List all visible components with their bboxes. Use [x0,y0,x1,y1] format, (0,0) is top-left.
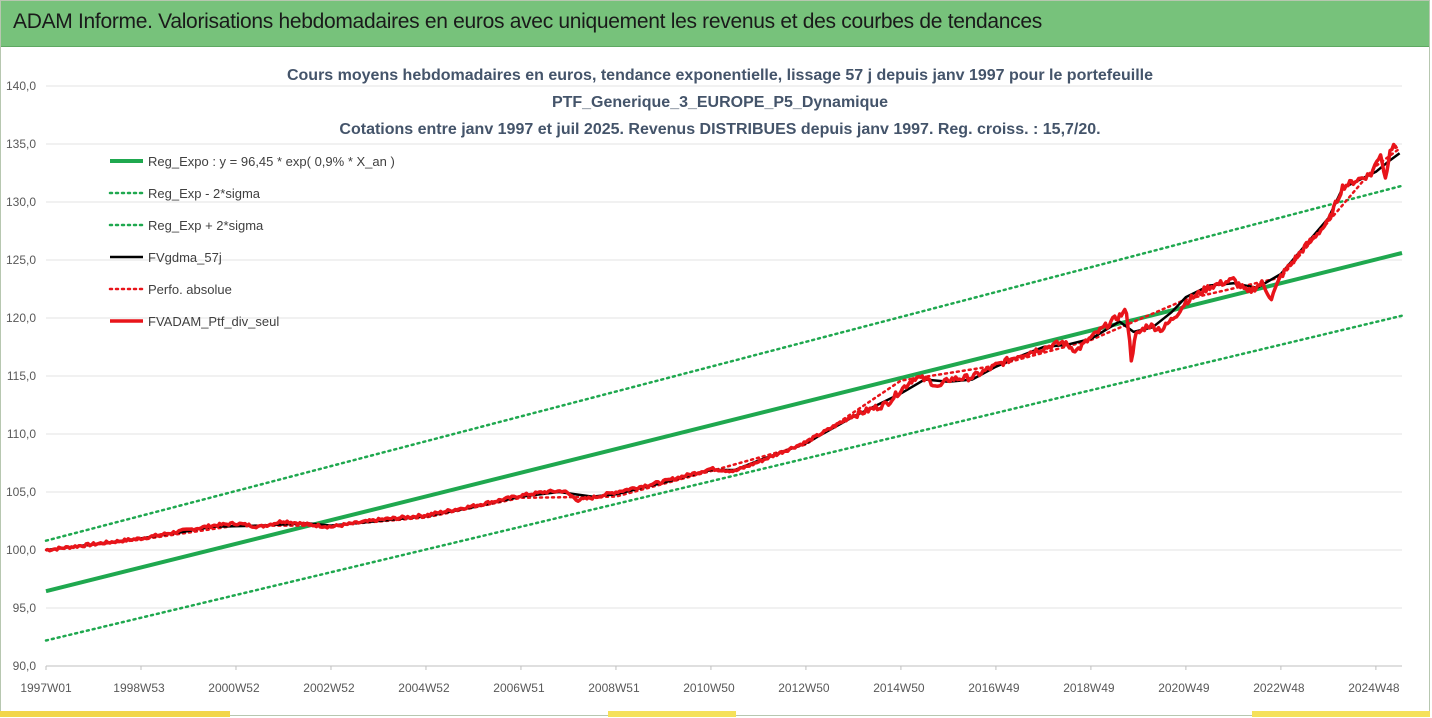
legend-label: Reg_Exp - 2*sigma [148,186,261,201]
series-line-6 [45,142,1399,553]
y-tick-label: 120,0 [6,311,36,325]
y-axis-ticks: 140,0 135,0 130,0 125,0 120,0 115,0 110,0 105,0… [6,79,36,673]
footer-band-mid [608,711,736,717]
y-tick-label: 125,0 [6,253,36,267]
y-tick-label: 140,0 [6,79,36,93]
series-line-3 [44,184,1404,542]
chart-title: Cours moyens hebdomadaires en euros, ten… [287,67,1153,138]
x-axis-ticks: 1997W01 1998W53 2000W52 2002W52 2004W52 2006W… [20,666,1400,695]
y-tick-label: 115,0 [7,369,36,383]
x-tick-label: 2006W51 [493,681,545,695]
legend-label: Reg_Exp + 2*sigma [148,218,264,233]
report-title: ADAM Informe. Valorisations hebdomadaire… [13,10,1042,33]
y-tick-label: 135,0 [6,137,36,151]
footer-band-left [0,711,230,717]
y-tick-label: 100,0 [6,543,36,557]
series-line-4 [45,152,1401,552]
grid-lines [46,85,1402,667]
report-header: ADAM Informe. Valorisations hebdomadaire… [1,1,1429,47]
x-tick-label: 2014W50 [873,681,925,695]
x-tick-label: 2008W51 [588,681,640,695]
x-tick-label: 2004W52 [398,681,450,695]
series-line-5 [44,147,1401,552]
chart-title-line-1: Cours moyens hebdomadaires en euros, ten… [287,67,1153,84]
x-tick-label: 2000W52 [208,681,260,695]
y-tick-label: 105,0 [6,485,36,499]
series-line-2 [44,314,1404,642]
x-tick-label: 2012W50 [778,681,830,695]
x-tick-label: 1997W01 [20,681,72,695]
x-tick-label: 2002W52 [303,681,355,695]
y-tick-label: 95,0 [13,601,37,615]
y-tick-label: 130,0 [6,195,36,209]
x-tick-label: 2022W48 [1253,681,1305,695]
x-tick-label: 2010W50 [683,681,735,695]
legend-label: FVgdma_57j [148,250,222,265]
legend-label: FVADAM_Ptf_div_seul [148,314,279,329]
x-tick-label: 2016W49 [968,681,1020,695]
x-tick-label: 2020W49 [1158,681,1210,695]
x-tick-label: 2024W48 [1348,681,1400,695]
chart-title-line-2: PTF_Generique_3_EUROPE_P5_Dynamique [552,94,888,111]
y-tick-label: 110,0 [7,427,36,441]
chart-title-line-3: Cotations entre janv 1997 et juil 2025. … [339,121,1100,138]
y-tick-label: 90,0 [13,659,37,673]
legend-label: Reg_Expo : y = 96,45 * exp( 0,9% * X_an … [148,154,395,169]
series-line-1 [45,251,1403,594]
x-tick-label: 2018W49 [1063,681,1115,695]
x-tick-label: 1998W53 [113,681,165,695]
legend: Reg_Expo : y = 96,45 * exp( 0,9% * X_an … [108,154,395,329]
legend-label: Perfo. absolue [148,282,232,297]
footer-band-right [1252,711,1430,717]
series-lines [44,142,1404,642]
